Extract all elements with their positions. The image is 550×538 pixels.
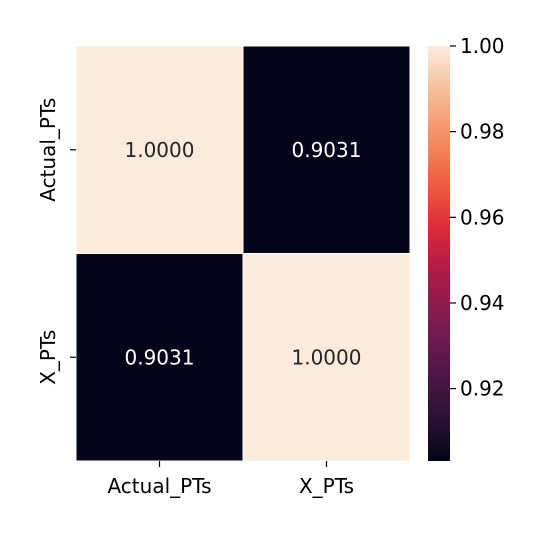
cell-value-label: 0.9031 bbox=[125, 345, 195, 369]
cell-value-label: 0.9031 bbox=[292, 138, 362, 162]
colorbar: 0.92 0.94 0.96 0.98 1.00 bbox=[428, 34, 505, 461]
cell-value-label: 1.0000 bbox=[292, 345, 362, 369]
colorbar-tick-label: 0.96 bbox=[460, 205, 505, 229]
x-tick-label: X_PTs bbox=[299, 474, 354, 498]
cell-value-label: 1.0000 bbox=[125, 138, 195, 162]
heatmap-cell-labels: 1.0000 0.9031 0.9031 1.0000 bbox=[125, 138, 362, 370]
heatmap-cell bbox=[242, 253, 411, 462]
y-axis: Actual_PTs X_PTs bbox=[36, 98, 76, 385]
x-tick-label: Actual_PTs bbox=[107, 474, 211, 498]
colorbar-gradient bbox=[428, 46, 450, 461]
colorbar-tick-label: 0.94 bbox=[460, 291, 505, 315]
colorbar-tick-label: 1.00 bbox=[460, 34, 505, 58]
heatmap-cell bbox=[75, 253, 244, 462]
heatmap-cells bbox=[75, 45, 411, 462]
colorbar-tick-label: 0.98 bbox=[460, 120, 505, 144]
x-axis: Actual_PTs X_PTs bbox=[107, 461, 354, 498]
y-tick-label: Actual_PTs bbox=[36, 98, 60, 202]
heatmap-cell bbox=[242, 45, 411, 254]
heatmap-cell bbox=[75, 45, 244, 254]
y-tick-label: X_PTs bbox=[36, 330, 60, 385]
colorbar-tick-label: 0.92 bbox=[460, 377, 505, 401]
